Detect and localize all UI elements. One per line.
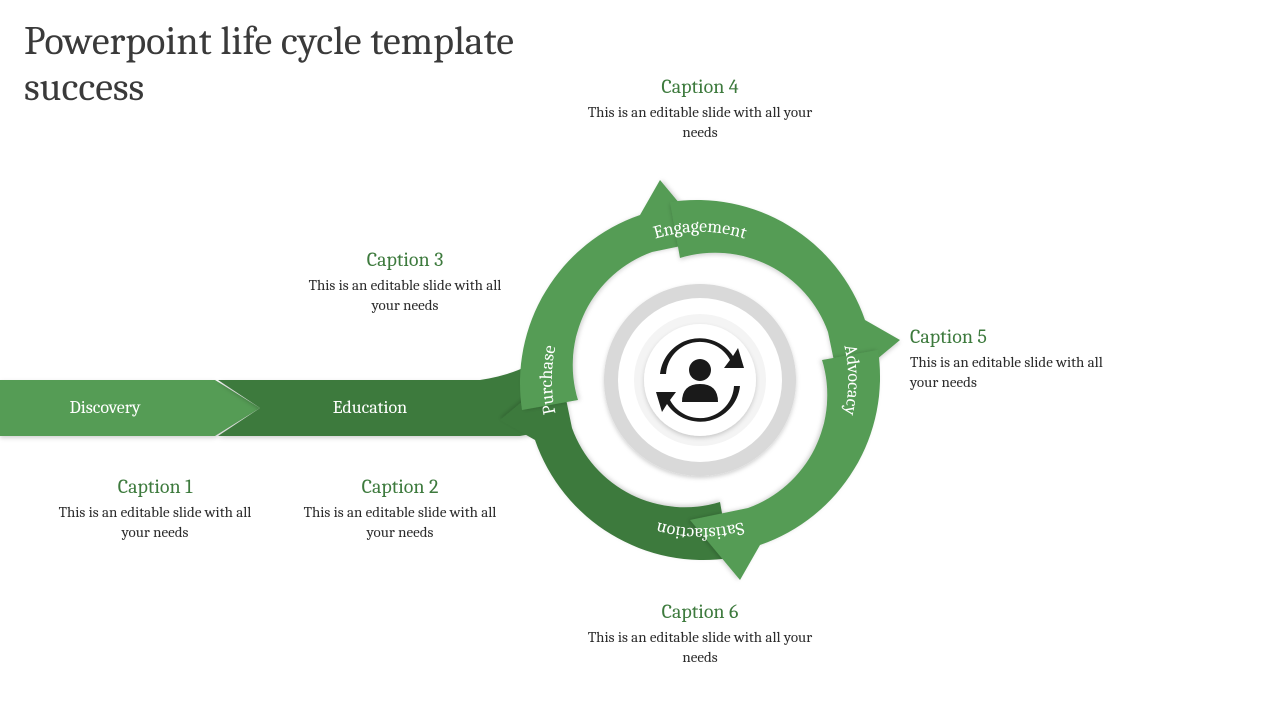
caption-4: Caption 4 This is an editable slide with… — [585, 75, 815, 143]
caption-4-title: Caption 4 — [585, 75, 815, 98]
caption-2: Caption 2 This is an editable slide with… — [295, 475, 505, 543]
caption-3-title: Caption 3 — [300, 248, 510, 271]
cycle-ring: Engagement Advocacy Satisfaction Purchas… — [500, 180, 900, 580]
slide-canvas: Powerpoint life cycle template success D… — [0, 0, 1280, 720]
caption-5-title: Caption 5 — [910, 325, 1130, 348]
linear-label-education: Education — [333, 397, 407, 418]
caption-1-title: Caption 1 — [50, 475, 260, 498]
linear-label-discovery: Discovery — [69, 397, 140, 418]
caption-6: Caption 6 This is an editable slide with… — [585, 600, 815, 668]
caption-6-body: This is an editable slide with all your … — [585, 627, 815, 668]
caption-3-body: This is an editable slide with all your … — [300, 275, 510, 316]
caption-5-body: This is an editable slide with all your … — [910, 352, 1130, 393]
caption-5: Caption 5 This is an editable slide with… — [910, 325, 1130, 393]
caption-4-body: This is an editable slide with all your … — [585, 102, 815, 143]
caption-2-title: Caption 2 — [295, 475, 505, 498]
caption-3: Caption 3 This is an editable slide with… — [300, 248, 510, 316]
caption-1-body: This is an editable slide with all your … — [50, 502, 260, 543]
caption-1: Caption 1 This is an editable slide with… — [50, 475, 260, 543]
caption-6-title: Caption 6 — [585, 600, 815, 623]
caption-2-body: This is an editable slide with all your … — [295, 502, 505, 543]
